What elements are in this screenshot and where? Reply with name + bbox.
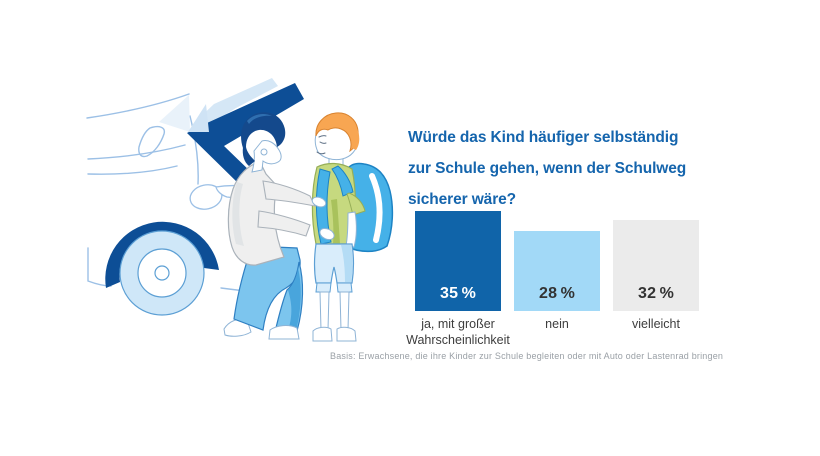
bar-nein: 28 %: [514, 231, 600, 311]
page-title: Würde das Kind häufiger selbständig zur …: [408, 122, 728, 215]
adult-hand-lower: [319, 227, 335, 241]
child-shoe-left: [312, 326, 333, 342]
adult-figure: [223, 112, 335, 340]
adult-hair-nape: [242, 147, 255, 166]
car-body: [86, 93, 278, 295]
child-shirt-shading: [331, 199, 340, 244]
category-label-ja: ja, mit großer Wahrscheinlichkeit: [406, 317, 510, 347]
bar-chart: 35 % 28 % 32 %: [415, 211, 699, 311]
footnote: Basis: Erwachsene, die ihre Kinder zur S…: [330, 351, 724, 361]
backpack-strap-right: [331, 165, 354, 197]
child-face: [316, 135, 327, 155]
child-shorts-shading: [341, 245, 353, 282]
child-leg-left: [319, 291, 330, 331]
adult-shirt-shading: [232, 182, 244, 246]
car-rear-edge: [189, 115, 199, 185]
rear-wheel: [105, 221, 219, 316]
bar-vielleicht: 32 %: [613, 219, 699, 311]
adult-front-shoe: [268, 325, 300, 340]
title-line-3: sicherer wäre?: [408, 191, 517, 209]
wheel-fender: [105, 221, 219, 288]
child-leg-right: [339, 291, 350, 331]
adult-pants-shading: [288, 268, 301, 331]
backpack-stripe: [369, 173, 383, 243]
car-lower-crease: [87, 165, 178, 175]
adult-lower-arm: [257, 210, 311, 237]
open-trunk-hatch: [159, 78, 304, 186]
title-line-1: Würde das Kind häufiger selbständig: [408, 129, 679, 147]
adult-hair: [241, 112, 286, 148]
adult-upper-arm: [262, 180, 316, 207]
hub: [154, 265, 170, 281]
hatch-pillar-shadow: [159, 95, 190, 132]
car-crease-line: [87, 144, 186, 160]
child-short-cuff-left: [315, 282, 332, 293]
car-quarter-window: [138, 125, 166, 158]
bar-value-label: 32 %: [637, 285, 675, 302]
child-shoe-right: [336, 326, 357, 342]
car-roofline: [86, 93, 190, 119]
bar-value-label: 28 %: [538, 285, 576, 302]
bar-category-labels: ja, mit großer Wahrscheinlichkeit nein v…: [406, 316, 699, 348]
child-short-cuff-right: [336, 282, 353, 293]
child-hair: [315, 112, 359, 153]
child-figure: [311, 112, 394, 342]
child-hair-back: [352, 125, 360, 150]
adult-ear: [260, 148, 268, 156]
adult-hair-highlight: [247, 113, 272, 124]
hatch-tip-highlight: [188, 104, 209, 132]
bar-ja: 35 %: [415, 211, 501, 311]
hatch-glass: [192, 78, 278, 132]
child-arm: [345, 211, 357, 248]
bar-value-label: 35 %: [439, 285, 477, 302]
category-label-vielleicht: vielleicht: [632, 317, 680, 331]
adult-neck-face: [251, 140, 282, 173]
title-line-2: zur Schule gehen, wenn der Schulweg: [408, 160, 687, 178]
category-label-nein: nein: [545, 317, 569, 331]
hatch-lid: [187, 83, 304, 186]
adult-hand-upper: [311, 196, 327, 208]
